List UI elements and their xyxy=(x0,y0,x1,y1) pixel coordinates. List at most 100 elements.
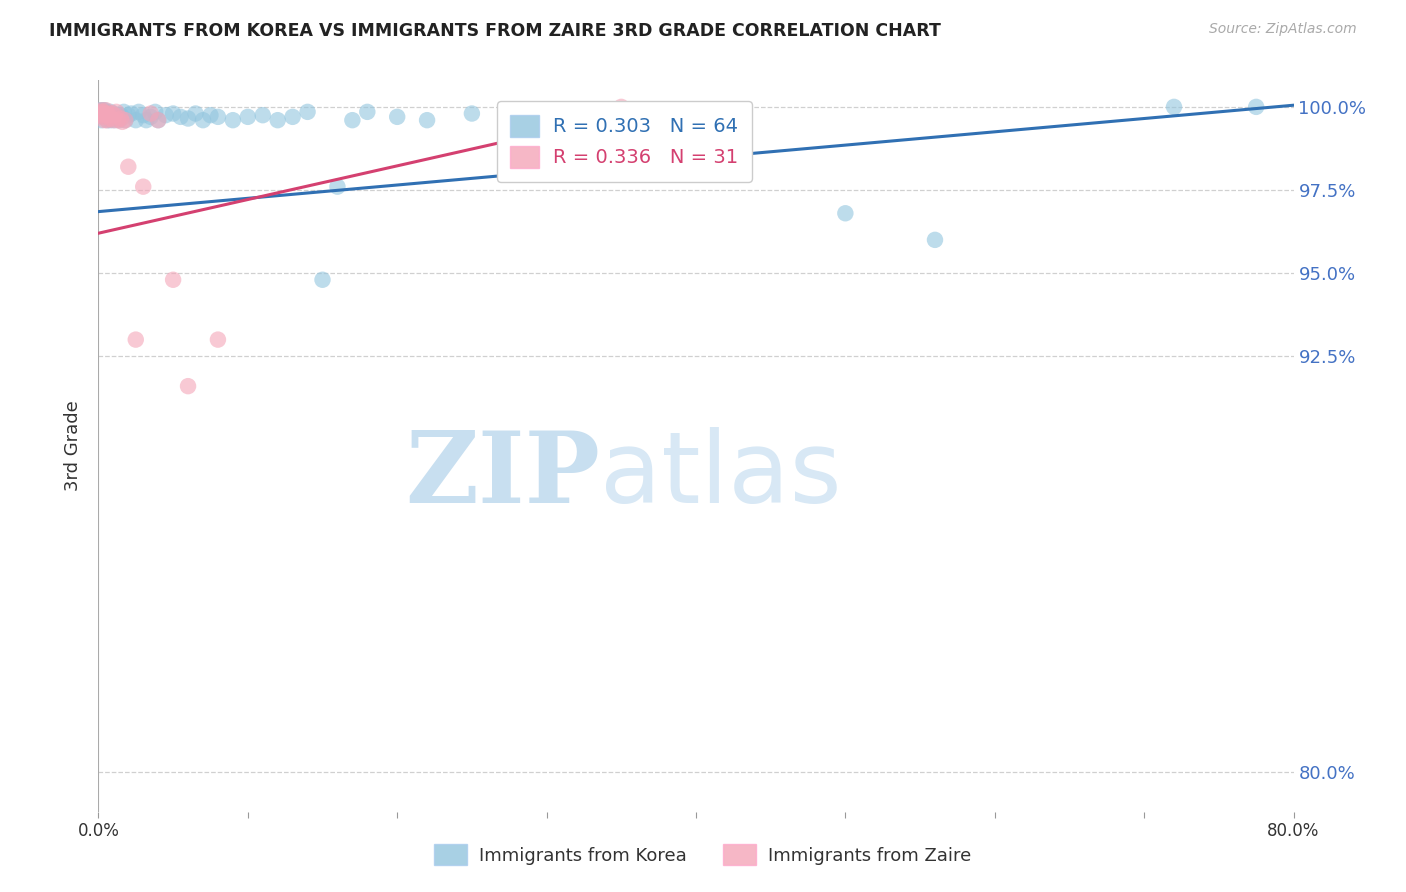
Point xyxy=(236,110,259,124)
Point xyxy=(191,113,214,128)
Legend: Immigrants from Korea, Immigrants from Zaire: Immigrants from Korea, Immigrants from Z… xyxy=(427,837,979,872)
Point xyxy=(114,113,136,128)
Point xyxy=(162,273,184,287)
Point xyxy=(98,113,122,128)
Point xyxy=(107,108,129,122)
Point xyxy=(148,113,170,128)
Point xyxy=(98,112,122,126)
Text: 0.0%: 0.0% xyxy=(77,822,120,839)
Point xyxy=(834,206,856,220)
Point xyxy=(207,110,229,124)
Point xyxy=(94,108,117,122)
Point xyxy=(311,273,333,287)
Point xyxy=(104,113,127,128)
Point xyxy=(94,103,117,118)
Point xyxy=(184,106,207,120)
Point xyxy=(96,113,118,128)
Point xyxy=(108,113,131,128)
Point xyxy=(101,108,124,122)
Point xyxy=(89,104,111,119)
Point xyxy=(281,110,304,124)
Point xyxy=(91,103,114,118)
Point xyxy=(595,113,617,128)
Point xyxy=(98,104,122,119)
Point xyxy=(385,110,409,124)
Point xyxy=(96,106,118,120)
Point xyxy=(91,106,114,120)
Text: IMMIGRANTS FROM KOREA VS IMMIGRANTS FROM ZAIRE 3RD GRADE CORRELATION CHART: IMMIGRANTS FROM KOREA VS IMMIGRANTS FROM… xyxy=(49,22,941,40)
Point xyxy=(90,113,112,128)
Point xyxy=(132,179,155,194)
Point xyxy=(91,110,114,124)
Point xyxy=(91,104,114,119)
Point xyxy=(90,106,112,120)
Point xyxy=(96,108,118,122)
Point xyxy=(90,103,112,118)
Point xyxy=(924,233,946,247)
Point xyxy=(267,113,290,128)
Text: Source: ZipAtlas.com: Source: ZipAtlas.com xyxy=(1209,22,1357,37)
Point xyxy=(107,113,129,128)
Point xyxy=(97,110,120,124)
Point xyxy=(103,106,125,120)
Point xyxy=(177,379,200,393)
Point xyxy=(94,110,117,124)
Point xyxy=(506,110,529,124)
Text: atlas: atlas xyxy=(600,426,842,524)
Point xyxy=(1244,100,1267,114)
Point xyxy=(207,333,229,347)
Point xyxy=(103,113,125,128)
Point xyxy=(93,106,115,120)
Point xyxy=(655,108,678,122)
Point xyxy=(135,113,157,128)
Point xyxy=(97,108,120,122)
Point xyxy=(356,104,378,119)
Point xyxy=(125,113,148,128)
Point xyxy=(252,108,274,122)
Point xyxy=(93,113,115,128)
Point xyxy=(139,110,162,124)
Point xyxy=(97,106,120,120)
Point xyxy=(342,113,364,128)
Point xyxy=(139,106,162,120)
Point xyxy=(90,106,112,120)
Point xyxy=(162,106,184,120)
Point xyxy=(117,160,139,174)
Point xyxy=(177,112,200,126)
Point xyxy=(89,103,111,118)
Point xyxy=(93,106,115,120)
Point xyxy=(143,104,166,119)
Point xyxy=(550,104,572,119)
Point xyxy=(169,110,191,124)
Point xyxy=(610,100,633,114)
Point xyxy=(96,113,118,128)
Point xyxy=(1163,100,1185,114)
Point xyxy=(114,113,136,128)
Point xyxy=(93,103,115,118)
Point xyxy=(297,104,319,119)
Point xyxy=(132,108,155,122)
Point xyxy=(326,179,349,194)
Point xyxy=(110,108,132,122)
Point xyxy=(112,104,135,119)
Point xyxy=(105,110,128,124)
Y-axis label: 3rd Grade: 3rd Grade xyxy=(65,401,83,491)
Point xyxy=(110,112,132,126)
Point xyxy=(104,108,127,122)
Point xyxy=(222,113,245,128)
Text: 80.0%: 80.0% xyxy=(1267,822,1320,839)
Point xyxy=(91,110,114,124)
Point xyxy=(89,108,111,122)
Point xyxy=(200,108,222,122)
Point xyxy=(111,110,134,124)
Legend: R = 0.303   N = 64, R = 0.336   N = 31: R = 0.303 N = 64, R = 0.336 N = 31 xyxy=(496,101,752,182)
Point xyxy=(101,106,124,120)
Point xyxy=(125,333,148,347)
Point xyxy=(148,113,170,128)
Point xyxy=(416,113,439,128)
Point xyxy=(155,108,177,122)
Point xyxy=(94,104,117,119)
Point xyxy=(120,106,142,120)
Text: ZIP: ZIP xyxy=(405,426,600,524)
Point xyxy=(461,106,484,120)
